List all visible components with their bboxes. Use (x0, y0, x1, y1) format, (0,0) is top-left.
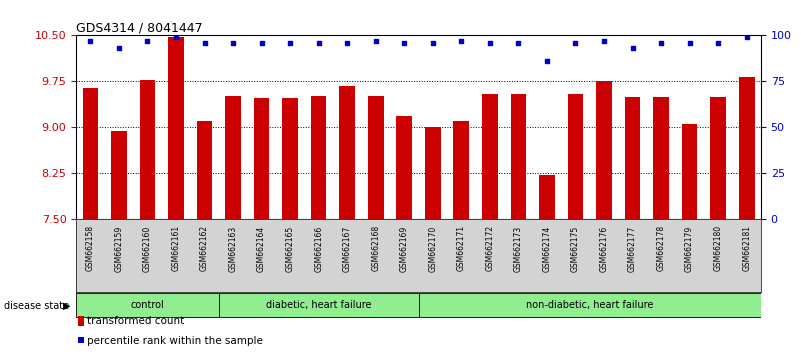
Text: GSM662162: GSM662162 (200, 225, 209, 272)
Point (170, 34, 183, 40)
Text: GDS4314 / 8041447: GDS4314 / 8041447 (76, 21, 203, 34)
Text: GSM662165: GSM662165 (286, 225, 295, 272)
Text: disease state: disease state (4, 301, 69, 311)
Text: GSM662166: GSM662166 (314, 225, 323, 272)
Point (198, 40, 211, 46)
FancyBboxPatch shape (418, 293, 761, 317)
FancyBboxPatch shape (76, 293, 219, 317)
Bar (282, 98, 298, 219)
Text: GSM662180: GSM662180 (714, 225, 723, 272)
Point (569, 40, 582, 46)
Text: non-diabetic, heart failure: non-diabetic, heart failure (526, 300, 654, 310)
Bar (340, 86, 355, 219)
Point (284, 40, 296, 46)
Text: GSM662170: GSM662170 (429, 225, 437, 272)
Point (541, 58, 553, 64)
Point (712, 40, 725, 46)
Point (740, 34, 753, 40)
Point (426, 40, 439, 46)
Text: GSM662181: GSM662181 (743, 225, 751, 271)
Bar (625, 97, 640, 219)
Text: GSM662174: GSM662174 (542, 225, 551, 272)
Bar (139, 80, 155, 219)
Bar (111, 131, 127, 219)
Bar (739, 76, 755, 219)
Text: GSM662169: GSM662169 (400, 225, 409, 272)
Bar (482, 94, 497, 219)
Point (626, 45, 639, 51)
Text: transformed count: transformed count (87, 316, 184, 326)
Point (512, 40, 525, 46)
Text: GSM662173: GSM662173 (514, 225, 523, 272)
Bar (453, 121, 469, 219)
Point (84, 38, 97, 44)
Bar (168, 37, 183, 219)
Text: control: control (131, 300, 164, 310)
Point (312, 40, 325, 46)
Bar (710, 97, 726, 219)
Text: ▶: ▶ (63, 301, 70, 311)
Point (398, 40, 411, 46)
Text: GSM662172: GSM662172 (485, 225, 494, 272)
Point (654, 40, 667, 46)
Point (484, 40, 497, 46)
Point (112, 45, 125, 51)
Bar (83, 87, 99, 219)
Text: diabetic, heart failure: diabetic, heart failure (266, 300, 372, 310)
Text: GSM662163: GSM662163 (228, 225, 238, 272)
Bar (197, 121, 212, 219)
Bar (311, 96, 327, 219)
Text: GSM662167: GSM662167 (343, 225, 352, 272)
Text: GSM662176: GSM662176 (599, 225, 609, 272)
FancyBboxPatch shape (219, 293, 418, 317)
Point (598, 38, 610, 44)
Point (683, 40, 696, 46)
Point (141, 38, 154, 44)
Bar (596, 81, 612, 219)
Bar (539, 175, 555, 219)
Text: GSM662177: GSM662177 (628, 225, 637, 272)
Bar (225, 96, 241, 219)
Text: GSM662175: GSM662175 (571, 225, 580, 272)
Text: percentile rank within the sample: percentile rank within the sample (87, 336, 264, 346)
Text: GSM662158: GSM662158 (86, 225, 95, 272)
Point (340, 40, 353, 46)
Point (455, 38, 468, 44)
Bar (425, 127, 441, 219)
Bar (254, 98, 269, 219)
Point (227, 40, 239, 46)
Text: GSM662179: GSM662179 (685, 225, 694, 272)
Text: GSM662159: GSM662159 (115, 225, 123, 272)
Bar (654, 97, 669, 219)
Text: GSM662168: GSM662168 (371, 225, 380, 272)
Text: GSM662160: GSM662160 (143, 225, 152, 272)
Text: GSM662161: GSM662161 (171, 225, 180, 272)
Text: GSM662171: GSM662171 (457, 225, 466, 272)
Bar (396, 116, 412, 219)
Bar (510, 94, 526, 219)
Point (256, 40, 268, 46)
Bar (368, 96, 384, 219)
Point (369, 38, 382, 44)
Bar (568, 94, 583, 219)
Text: GSM662164: GSM662164 (257, 225, 266, 272)
Bar (682, 124, 698, 219)
Text: GSM662178: GSM662178 (657, 225, 666, 272)
